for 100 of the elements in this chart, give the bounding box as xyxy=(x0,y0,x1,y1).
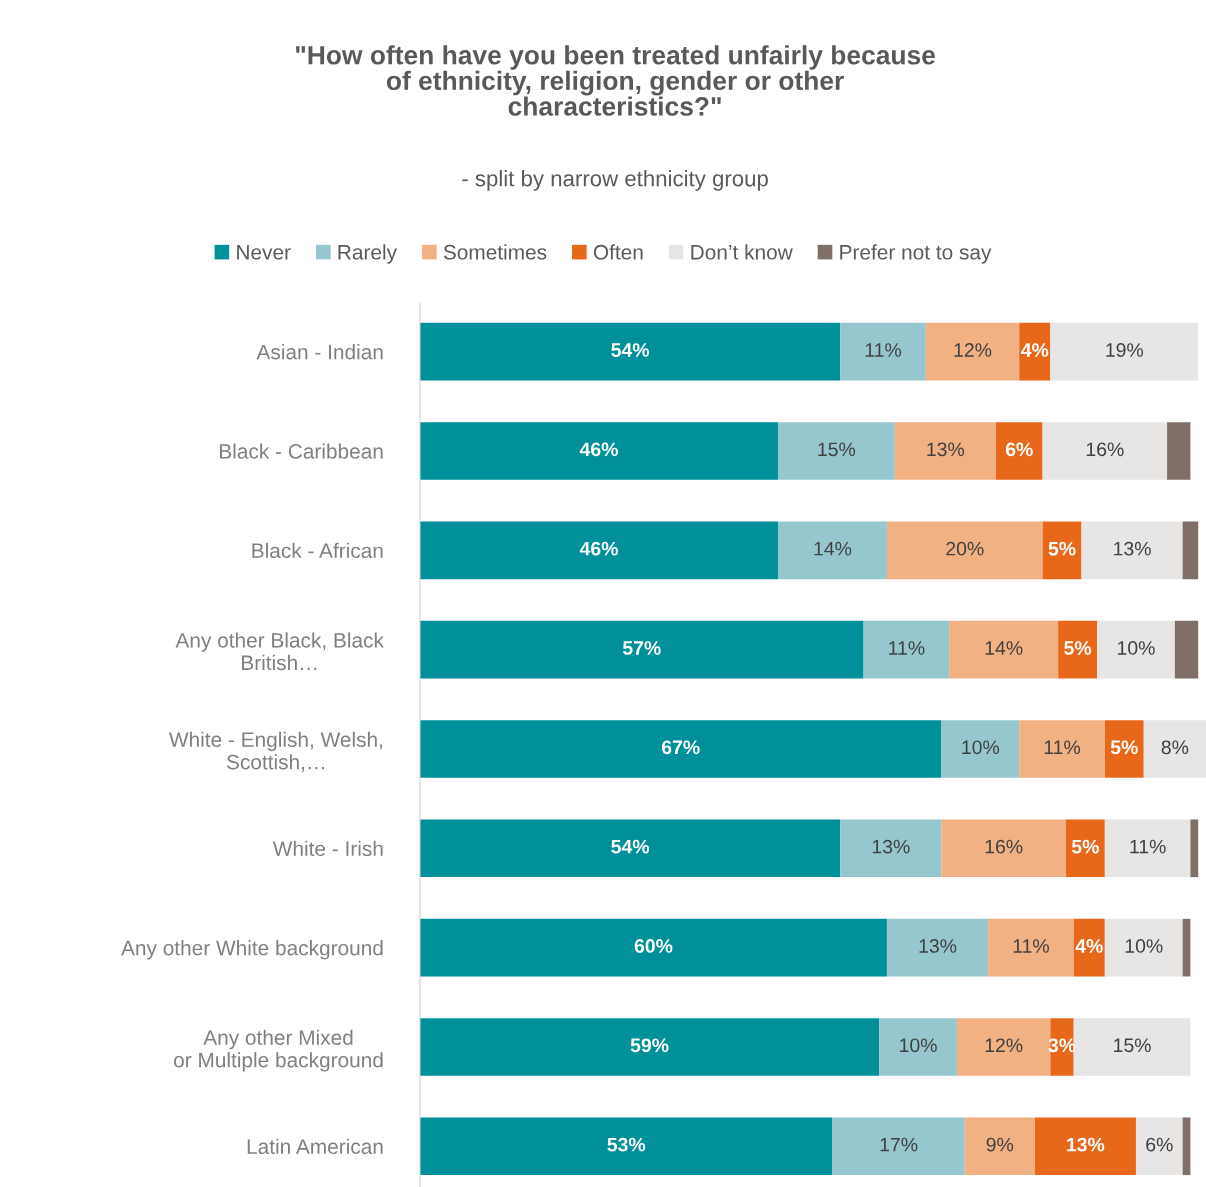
y-tick-label: Black - Caribbean xyxy=(220,443,383,459)
bar xyxy=(420,918,887,977)
data-label: 54% xyxy=(611,343,650,357)
data-label: 12% xyxy=(985,1038,1023,1053)
legend-label: Sometimes xyxy=(443,244,547,260)
bar xyxy=(1104,918,1183,977)
data-label: 11% xyxy=(1130,839,1166,854)
bar xyxy=(1050,322,1199,381)
data-label: 11% xyxy=(889,641,925,655)
bar xyxy=(1135,1117,1183,1176)
data-label: 13% xyxy=(1114,541,1151,556)
bar xyxy=(941,720,1020,778)
bar xyxy=(420,620,864,679)
bar xyxy=(1104,819,1191,878)
data-label: 4% xyxy=(1075,939,1103,953)
data-label: 54% xyxy=(611,839,650,854)
data-label: 10% xyxy=(962,740,1000,755)
y-tick-label: White - English, Welsh, Scottish,… xyxy=(169,731,383,772)
data-label: 13% xyxy=(1067,1137,1105,1152)
bar xyxy=(1065,819,1105,878)
data-label: 53% xyxy=(607,1137,646,1152)
bar xyxy=(1042,422,1168,480)
y-tick-label: Black - African xyxy=(252,542,383,559)
legend-label: Prefer not to say xyxy=(840,244,992,264)
bar xyxy=(941,819,1066,878)
bar xyxy=(988,918,1074,977)
data-label: 6% xyxy=(1146,1137,1173,1152)
data-label: 67% xyxy=(661,740,700,755)
data-label: 17% xyxy=(880,1137,918,1152)
data-label: 16% xyxy=(1086,442,1124,457)
bar xyxy=(1019,720,1105,778)
bar xyxy=(995,422,1043,480)
data-label: 5% xyxy=(1048,541,1076,556)
y-tick-label: Any other Mixed or Multiple background xyxy=(174,1029,383,1072)
bar xyxy=(1167,422,1191,480)
data-label: 11% xyxy=(865,343,902,357)
data-label: 10% xyxy=(1117,641,1155,655)
data-label: 6% xyxy=(1005,442,1033,457)
bar xyxy=(1034,1117,1136,1176)
bar xyxy=(420,521,778,580)
data-label: 46% xyxy=(579,442,618,457)
bar xyxy=(1182,521,1199,580)
bar xyxy=(1143,720,1206,778)
data-label: 46% xyxy=(579,541,618,556)
bar xyxy=(894,422,996,480)
bar xyxy=(886,918,989,977)
data-label: 12% xyxy=(954,343,992,357)
bar xyxy=(863,620,950,679)
y-tick-label: Latin American xyxy=(247,1138,383,1155)
legend-label: Never xyxy=(237,245,291,260)
data-label: 8% xyxy=(1161,740,1189,755)
chart-title: "How often have you been treated unfairly because of ethnicity, religion, gender or other characteristics?" xyxy=(296,45,935,116)
data-label: 60% xyxy=(634,939,673,953)
bar xyxy=(949,620,1059,679)
data-label: 19% xyxy=(1106,343,1144,357)
data-label: 13% xyxy=(927,442,965,457)
data-label: 13% xyxy=(872,839,910,854)
bar xyxy=(964,1117,1035,1176)
data-label: 5% xyxy=(1110,740,1138,755)
bar xyxy=(1182,1117,1191,1176)
y-tick-label: Any other White background xyxy=(121,940,383,960)
bar xyxy=(1058,620,1098,679)
bar xyxy=(777,422,895,480)
data-label: 11% xyxy=(1044,740,1081,755)
legend-label: Often xyxy=(593,244,643,260)
data-label: 5% xyxy=(1071,839,1099,854)
bar xyxy=(1097,620,1175,679)
bar xyxy=(777,521,887,580)
bar xyxy=(840,819,942,878)
bar xyxy=(1174,620,1199,679)
data-label: 14% xyxy=(814,541,852,556)
bar xyxy=(420,1117,833,1176)
data-label: 57% xyxy=(622,641,661,655)
y-tick-label: Asian - Indian xyxy=(256,344,383,360)
bar xyxy=(420,819,841,878)
bar xyxy=(879,1018,957,1076)
data-label: 15% xyxy=(818,442,856,457)
data-label: 5% xyxy=(1064,641,1092,655)
data-label: 20% xyxy=(946,541,984,556)
bar xyxy=(1190,819,1199,878)
legend-label: Don’t know xyxy=(691,244,793,260)
data-label: 4% xyxy=(1021,343,1049,357)
bar xyxy=(420,720,942,778)
data-label: 10% xyxy=(1125,939,1163,953)
bar xyxy=(1104,720,1144,778)
data-label: 59% xyxy=(630,1038,669,1053)
data-label: 13% xyxy=(919,939,957,953)
chart-subtitle: - split by narrow ethnicity group xyxy=(462,170,768,191)
data-label: 16% xyxy=(985,839,1023,854)
bar xyxy=(840,322,926,381)
y-tick-label: White - Irish xyxy=(272,840,383,857)
legend-label: Rarely xyxy=(338,244,397,264)
bar xyxy=(420,422,778,480)
data-label: 14% xyxy=(985,641,1023,655)
y-tick-label: Any other Black, Black British… xyxy=(175,632,384,671)
bar xyxy=(420,322,841,381)
data-label: 10% xyxy=(900,1038,937,1053)
bar xyxy=(420,1018,880,1076)
data-label: 15% xyxy=(1114,1038,1151,1053)
bar xyxy=(1081,521,1183,580)
